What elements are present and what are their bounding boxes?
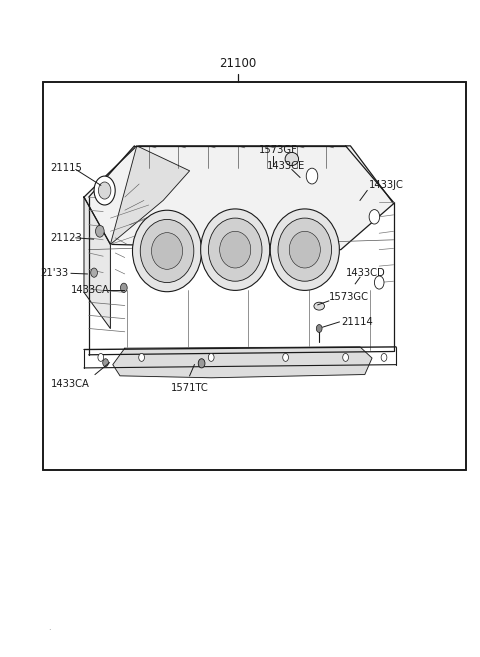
Ellipse shape: [220, 231, 251, 268]
Text: 21'33: 21'33: [40, 268, 68, 279]
Bar: [43, 82, 466, 470]
Text: 21100: 21100: [219, 57, 256, 70]
Circle shape: [98, 353, 104, 361]
Circle shape: [316, 325, 322, 332]
Ellipse shape: [132, 210, 202, 292]
Polygon shape: [113, 347, 372, 378]
Ellipse shape: [140, 219, 194, 283]
Circle shape: [381, 353, 387, 361]
Ellipse shape: [201, 209, 270, 290]
Text: 1433CA: 1433CA: [71, 285, 110, 296]
Text: 1573GC: 1573GC: [329, 292, 369, 302]
Text: 21123: 21123: [50, 233, 82, 243]
Circle shape: [283, 353, 288, 361]
Text: 1571TC: 1571TC: [170, 382, 208, 393]
Circle shape: [139, 353, 144, 361]
Polygon shape: [89, 131, 394, 374]
Ellipse shape: [270, 209, 339, 290]
Text: 1433CE: 1433CE: [266, 160, 305, 171]
Ellipse shape: [285, 152, 299, 166]
Bar: [43, 82, 466, 470]
Circle shape: [96, 225, 104, 237]
Circle shape: [198, 359, 205, 368]
Ellipse shape: [152, 233, 182, 269]
Ellipse shape: [289, 231, 320, 268]
Circle shape: [91, 268, 97, 277]
Ellipse shape: [278, 218, 332, 281]
Text: 1433CA: 1433CA: [50, 379, 89, 390]
Polygon shape: [84, 146, 394, 250]
Circle shape: [343, 353, 348, 361]
Circle shape: [103, 359, 108, 367]
Text: 21114: 21114: [341, 317, 372, 327]
Circle shape: [120, 283, 127, 292]
Text: 1573GF: 1573GF: [259, 145, 298, 155]
Circle shape: [306, 168, 318, 184]
Text: 1433CD: 1433CD: [346, 267, 385, 278]
Text: .: .: [48, 623, 50, 632]
Ellipse shape: [208, 218, 262, 281]
Text: 1433JC: 1433JC: [369, 180, 404, 191]
Text: 21115: 21115: [50, 162, 82, 173]
Circle shape: [369, 210, 380, 224]
Circle shape: [208, 353, 214, 361]
Polygon shape: [110, 146, 190, 244]
Circle shape: [98, 182, 111, 199]
Circle shape: [94, 176, 115, 205]
Circle shape: [374, 276, 384, 289]
Ellipse shape: [314, 302, 324, 310]
Polygon shape: [84, 197, 110, 328]
